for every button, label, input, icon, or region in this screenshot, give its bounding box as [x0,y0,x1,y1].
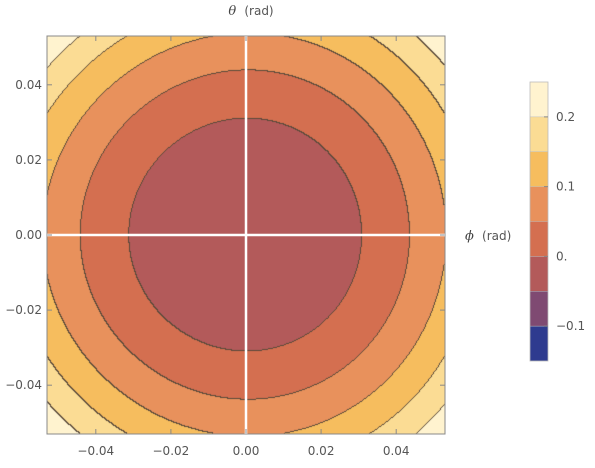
y-axis-symbol: θ [228,4,236,19]
colorbar-segment [530,221,548,257]
colorbar-segment [530,186,548,222]
colorbar-tick-label: 0.1 [556,180,575,194]
colorbar-tick-label: −0.1 [556,319,585,333]
colorbar-frame [529,81,549,362]
x-axis-unit: (rad) [482,229,511,243]
crosshair [47,36,445,434]
x-tick-label: 0.04 [383,444,410,458]
colorbar-segment [530,256,548,292]
x-tick-label: −0.04 [77,444,114,458]
colorbar-tick-label: 0.2 [556,110,575,124]
y-axis-unit: (rad) [244,4,273,18]
colorbar-segment [530,116,548,152]
colorbar-segment [530,151,548,187]
y-tick-label: 0.02 [15,153,42,167]
x-axis-title: ϕ (rad) [465,229,511,244]
y-tick-label: 0.00 [15,228,42,242]
colorbar: −0.1 0. 0.1 0.2 [529,81,585,362]
colorbar-segment [530,291,548,327]
x-axis-symbol: ϕ [465,229,474,244]
x-tick-label: 0.02 [308,444,335,458]
y-tick-label: 0.04 [15,78,42,92]
colorbar-tick-label: 0. [556,249,567,263]
colorbar-segment [530,326,548,361]
x-axis: −0.04 −0.02 0.00 0.02 0.04 [77,36,410,458]
x-tick-label: −0.02 [153,444,190,458]
colorbar-segment [530,82,548,117]
y-axis-title: θ (rad) [228,4,273,19]
y-tick-label: −0.04 [5,378,42,392]
y-tick-label: −0.02 [5,303,42,317]
y-axis: −0.04 −0.02 0.00 0.02 0.04 [5,78,445,392]
x-tick-label: 0.00 [233,444,260,458]
